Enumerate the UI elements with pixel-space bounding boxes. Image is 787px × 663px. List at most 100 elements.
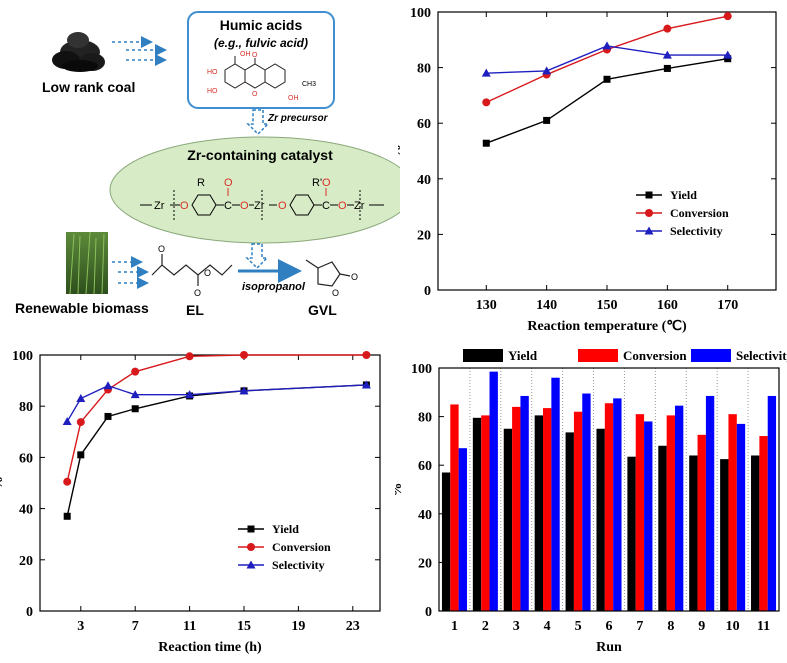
bar-conversion bbox=[481, 415, 490, 611]
series-line-conversion bbox=[485, 15, 728, 103]
x-tick-label: 160 bbox=[657, 298, 678, 313]
y-tick-label: 100 bbox=[410, 6, 431, 21]
bar-yield bbox=[751, 455, 760, 611]
svg-text:C: C bbox=[224, 200, 232, 212]
legend-label: Yield bbox=[272, 522, 299, 536]
legend-marker bbox=[247, 543, 255, 551]
y-tick-label: 0 bbox=[425, 605, 432, 620]
svg-text:Zr: Zr bbox=[254, 200, 265, 212]
el-label: EL bbox=[186, 302, 204, 318]
data-point-selectivity bbox=[602, 41, 612, 50]
x-tick-label: 19 bbox=[291, 619, 305, 634]
x-tick-label: 23 bbox=[346, 619, 360, 634]
mol-ho-1: HO bbox=[207, 69, 218, 76]
y-tick-label: 100 bbox=[12, 349, 33, 364]
data-point-conversion bbox=[362, 351, 371, 359]
bar-yield bbox=[689, 455, 698, 611]
legend-swatch bbox=[463, 349, 503, 362]
legend-label: Selectivity bbox=[670, 224, 723, 238]
temperature-chart: 0 20 40 60 80 100 130 140 150 160 170 Reaction temp… bbox=[389, 0, 787, 335]
svg-text:O: O bbox=[322, 177, 331, 189]
svg-text:C: C bbox=[322, 200, 330, 212]
bar-yield bbox=[565, 432, 574, 611]
x-tick-label: 6 bbox=[606, 619, 613, 634]
y-tick-label: 60 bbox=[19, 451, 33, 466]
legend-label: Selectivity bbox=[272, 558, 325, 572]
y-tick-label: 60 bbox=[417, 117, 431, 132]
data-point-conversion bbox=[76, 418, 85, 427]
svg-text:O: O bbox=[338, 200, 347, 212]
data-point-yield bbox=[482, 139, 490, 147]
data-point-conversion bbox=[482, 98, 491, 107]
data-point-yield bbox=[603, 75, 611, 83]
svg-text:O: O bbox=[224, 177, 233, 189]
fulvic-acid-molecule bbox=[224, 56, 286, 89]
data-point-yield bbox=[663, 64, 671, 72]
data-point-yield bbox=[77, 451, 85, 459]
bar-conversion bbox=[450, 404, 459, 611]
precursor-label: Zr precursor bbox=[267, 113, 329, 124]
x-axis-label: Run bbox=[596, 640, 622, 655]
data-point-selectivity bbox=[481, 68, 491, 77]
bar-conversion bbox=[728, 414, 737, 611]
mol-cooh: OH bbox=[240, 51, 251, 58]
legend-label: Yield bbox=[670, 188, 697, 202]
series-line-selectivity bbox=[66, 384, 367, 422]
precursor-arrow bbox=[246, 109, 270, 136]
mol-ch3: CH3 bbox=[302, 81, 316, 88]
gvl-molecule bbox=[305, 259, 351, 287]
biomass-arrows bbox=[112, 256, 149, 289]
mol-carbonyl: O bbox=[252, 52, 258, 59]
y-tick-label: 40 bbox=[417, 173, 431, 188]
bar-conversion bbox=[635, 414, 645, 611]
data-point-selectivity bbox=[103, 381, 113, 390]
time-chart-svg: 0 20 40 60 80 100 3 7 11 15 19 23 Reaction time (h)%… bbox=[0, 349, 381, 655]
data-point-conversion bbox=[185, 352, 194, 361]
bar-selectivity bbox=[767, 395, 777, 611]
data-point-conversion bbox=[63, 477, 72, 486]
x-tick-label: 130 bbox=[476, 298, 497, 313]
x-tick-label: 11 bbox=[183, 619, 196, 634]
y-axis-label: % bbox=[0, 476, 6, 490]
legend-marker bbox=[645, 209, 653, 217]
catalyst-title: Zr-containing catalyst bbox=[187, 147, 333, 163]
data-point-conversion bbox=[240, 351, 248, 359]
data-point-selectivity bbox=[239, 386, 249, 395]
bar-yield bbox=[596, 428, 605, 611]
el-keto-o: O bbox=[158, 244, 165, 254]
svg-text:R': R' bbox=[312, 177, 322, 189]
y-tick-label: 20 bbox=[418, 556, 432, 571]
mol-ring-o: O bbox=[252, 91, 258, 98]
svg-text:O: O bbox=[240, 200, 249, 212]
legend-swatch bbox=[578, 349, 618, 362]
svg-text:R: R bbox=[197, 177, 205, 189]
y-tick-label: 100 bbox=[411, 362, 432, 377]
x-tick-label: 170 bbox=[717, 298, 738, 313]
y-tick-label: 80 bbox=[418, 411, 432, 426]
y-axis-label: % bbox=[398, 144, 404, 158]
bar-selectivity bbox=[520, 395, 529, 611]
scheme-svg: Low rank coal Humic acids (e.g., fulvic … bbox=[15, 11, 415, 318]
legend-label: Conversion bbox=[670, 206, 729, 220]
legend-marker bbox=[644, 226, 654, 235]
y-tick-label: 80 bbox=[19, 400, 33, 415]
x-tick-label: 5 bbox=[575, 619, 582, 634]
bar-yield bbox=[627, 456, 636, 611]
catalyst-structure: Zr O R C O O Zr O R' C O O Zr bbox=[140, 177, 384, 222]
bar-selectivity bbox=[458, 448, 467, 611]
data-point-yield bbox=[104, 412, 112, 420]
gvl-carbonyl-o: O bbox=[351, 272, 358, 282]
bar-selectivity bbox=[674, 405, 684, 611]
data-point-conversion bbox=[131, 367, 140, 376]
bar-yield bbox=[472, 417, 482, 611]
x-tick-label: 15 bbox=[237, 619, 251, 634]
x-tick-label: 7 bbox=[132, 619, 139, 634]
mol-oh: OH bbox=[288, 95, 299, 102]
legend-label: Yield bbox=[508, 348, 538, 363]
x-tick-label: 11 bbox=[757, 619, 770, 634]
data-point-yield bbox=[543, 116, 551, 124]
data-point-selectivity bbox=[76, 394, 86, 403]
x-tick-label: 3 bbox=[77, 619, 84, 634]
plot-frame bbox=[438, 367, 780, 612]
bar-conversion bbox=[697, 434, 706, 611]
